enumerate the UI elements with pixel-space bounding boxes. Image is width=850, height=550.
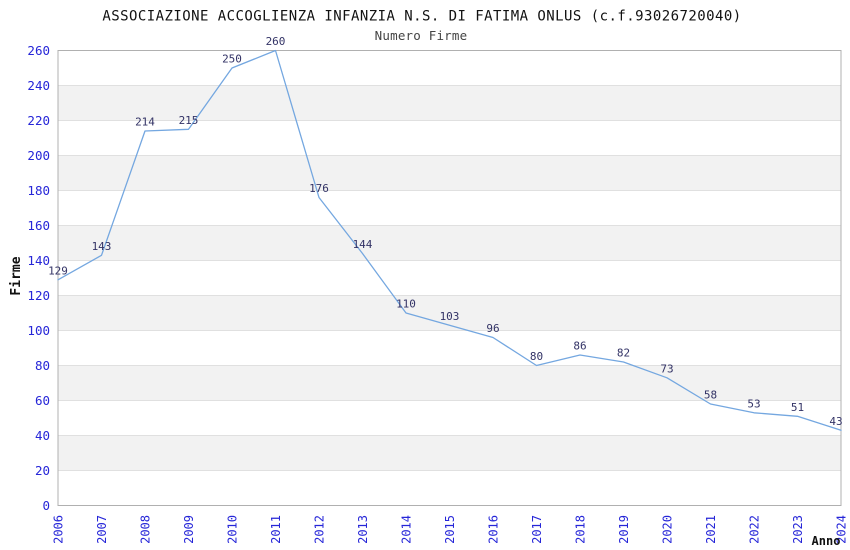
data-label: 110: [396, 298, 416, 311]
x-tick-label: 2016: [487, 515, 501, 544]
data-label: 143: [92, 240, 112, 253]
trend-line: [57, 49, 842, 431]
x-tick-label: 2017: [530, 515, 544, 544]
x-tick-label: 2014: [400, 515, 414, 544]
plot-band: [58, 225, 841, 261]
x-tick-label: 2024: [835, 515, 849, 544]
y-tick-label: 60: [35, 393, 50, 408]
y-tick-label: 140: [27, 253, 50, 268]
x-tick-label: 2015: [443, 515, 457, 544]
plot-band: [58, 85, 841, 121]
x-tick-label: 2021: [704, 515, 718, 544]
y-tick-label: 0: [42, 498, 50, 513]
x-tick-label: 2008: [139, 515, 153, 544]
data-label: 86: [573, 340, 586, 353]
x-tick-label: 2010: [226, 515, 240, 544]
y-tick-label: 100: [27, 323, 50, 338]
data-label: 80: [530, 350, 543, 363]
x-tick-label: 2012: [313, 515, 327, 544]
plot-band: [58, 435, 841, 471]
x-tick-label: 2018: [574, 515, 588, 544]
data-label: 58: [704, 389, 717, 402]
y-tick-label: 240: [27, 78, 50, 93]
data-label: 215: [179, 114, 199, 127]
y-tick-label: 160: [27, 218, 50, 233]
y-tick-label: 180: [27, 183, 50, 198]
x-tick-label: 2007: [95, 515, 109, 544]
x-tick-label: 2023: [791, 515, 805, 544]
plot-area: 129 143 214 215 250 260 176 144 110 103 96 80 86 82 73…: [27, 35, 848, 544]
x-tick-label: 2009: [182, 515, 196, 544]
y-axis-title: Firme: [9, 256, 24, 295]
data-label: 176: [309, 182, 329, 195]
data-label: 73: [660, 362, 673, 375]
chart-title: ASSOCIAZIONE ACCOGLIENZA INFANZIA N.S. D…: [102, 9, 741, 25]
data-label: 250: [222, 53, 242, 66]
data-label: 260: [266, 35, 286, 48]
data-label: 53: [747, 397, 760, 410]
x-tick-label: 2020: [661, 515, 675, 544]
y-tick-label: 20: [35, 463, 50, 478]
data-label: 96: [486, 322, 499, 335]
data-label: 214: [135, 116, 155, 129]
x-tick-label: 2022: [748, 515, 762, 544]
data-label: 129: [48, 264, 68, 277]
plot-border: [57, 50, 842, 506]
x-tick-label: 2013: [356, 515, 370, 544]
data-label: 82: [617, 347, 630, 360]
data-label: 43: [829, 415, 842, 428]
data-label: 103: [440, 310, 460, 323]
data-label: 144: [353, 238, 373, 251]
y-tick-label: 80: [35, 358, 50, 373]
plot-band: [58, 365, 841, 401]
y-tick-label: 260: [27, 43, 50, 58]
y-tick-label: 120: [27, 288, 50, 303]
x-tick-label: 2006: [52, 515, 66, 544]
plot-band: [58, 155, 841, 191]
data-label: 51: [791, 401, 804, 414]
chart-subtitle: Numero Firme: [375, 28, 468, 43]
y-tick-label: 220: [27, 113, 50, 128]
x-tick-label: 2011: [269, 515, 283, 544]
y-tick-label: 200: [27, 148, 50, 163]
y-tick-label: 40: [35, 428, 50, 443]
x-tick-label: 2019: [617, 515, 631, 544]
x-axis-title: Anno: [812, 534, 841, 548]
